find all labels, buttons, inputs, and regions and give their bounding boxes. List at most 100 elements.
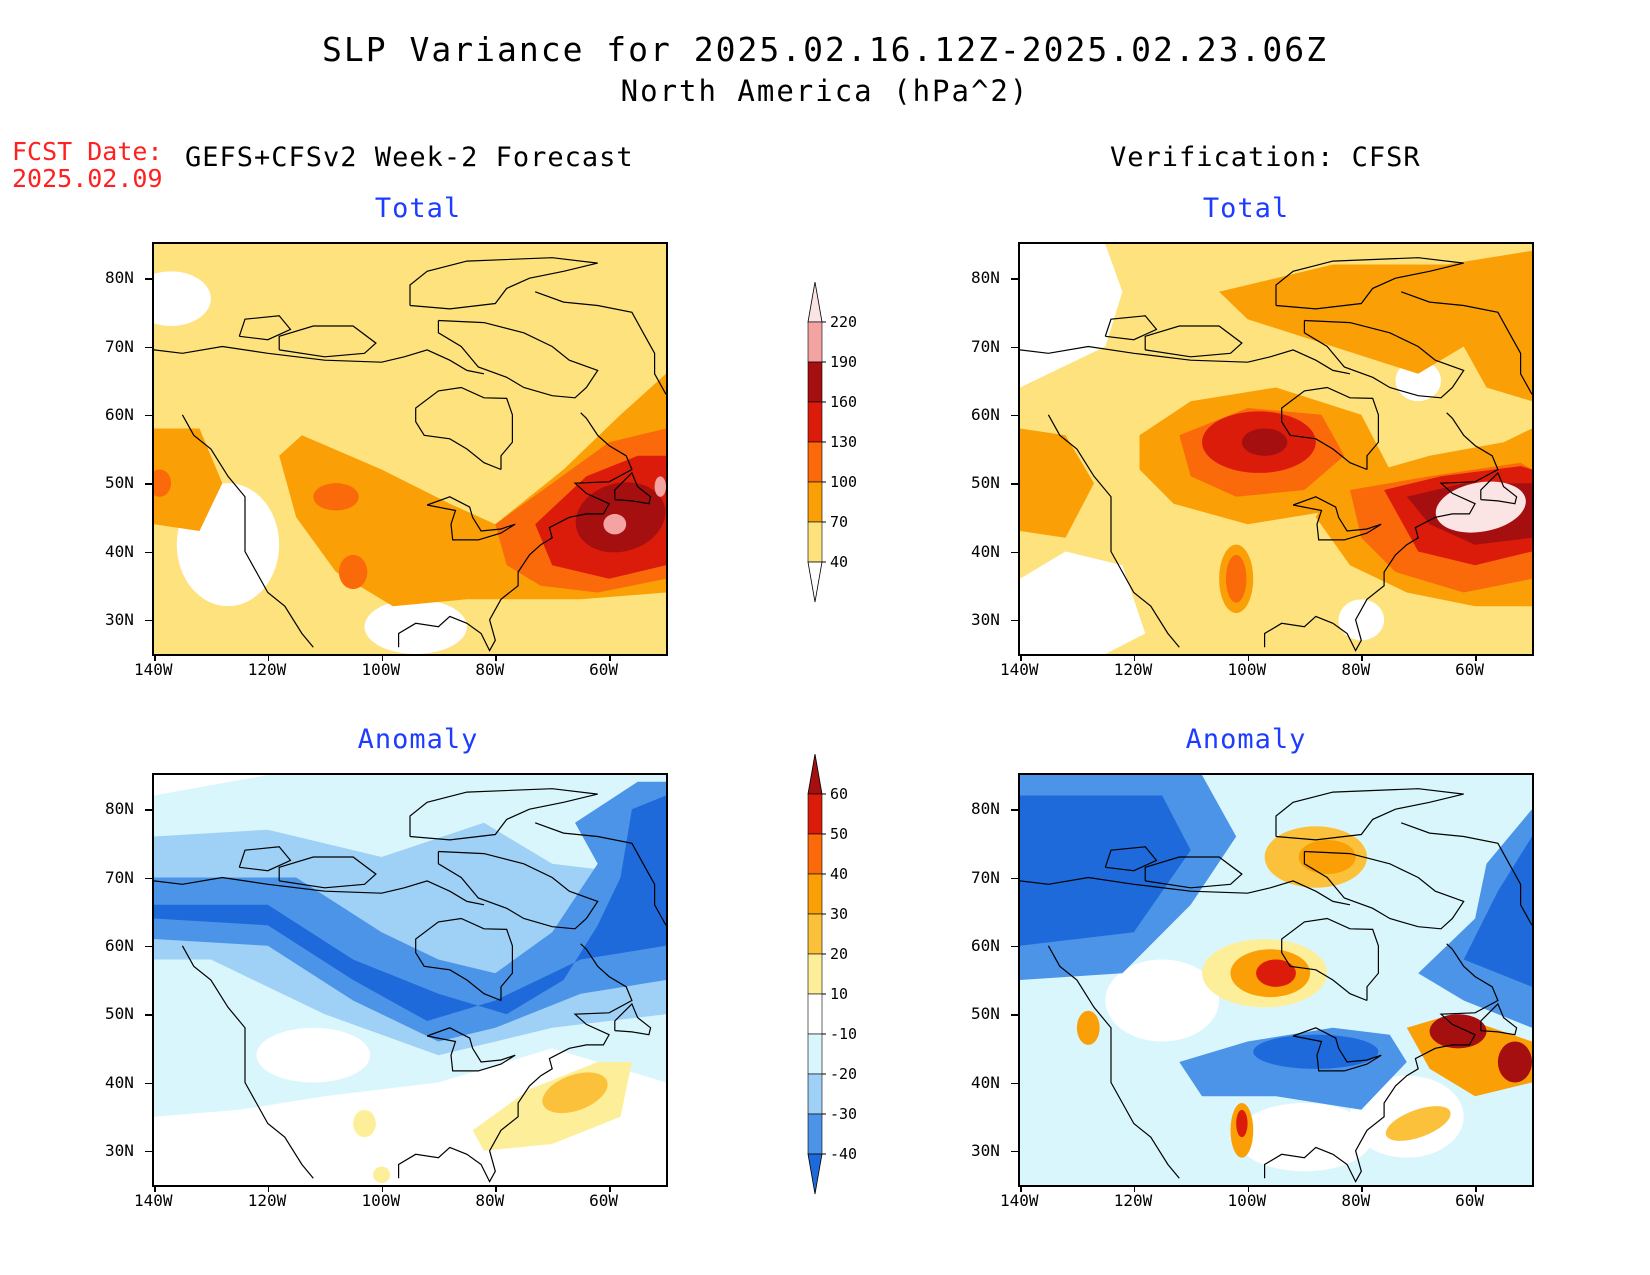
colorbar-swatch: [807, 321, 823, 363]
colorbar-label: 60: [830, 785, 848, 803]
shading-below-minus40: [154, 795, 666, 1021]
colorbar-top-arrow: [807, 282, 823, 323]
shading-below-40: [364, 599, 467, 654]
coastline-segment: [1275, 788, 1464, 841]
lon-tick-label: 80W: [1341, 660, 1371, 679]
lat-tick-label: 80N: [105, 268, 134, 288]
lon-tick-label: 120W: [1113, 1191, 1153, 1210]
coastline-segment: [181, 945, 314, 1179]
shading-above-60: [1497, 1041, 1532, 1083]
lon-tick-label: 140W: [1000, 1191, 1039, 1210]
colorbar-swatch: [807, 1113, 823, 1155]
coastline-segment: [1047, 945, 1180, 1179]
lat-tick-label: 70N: [971, 336, 1000, 356]
coastline-segment: [1144, 325, 1243, 358]
verification-anomaly-title: Anomaly: [1185, 724, 1307, 755]
coastline-segment: [614, 1002, 652, 1036]
colorbar-swatch: [807, 1033, 823, 1075]
colorbar-swatch: [807, 361, 823, 403]
lon-tick: [381, 654, 384, 661]
shading-30-40: [1298, 839, 1356, 875]
shading-100-130: [154, 469, 172, 497]
lon-tick: [1133, 1185, 1136, 1192]
colorbar-label: -40: [830, 1145, 857, 1163]
coastline-segment: [426, 496, 516, 541]
shading-70-100: [1020, 428, 1094, 538]
coastline-segment: [1264, 412, 1499, 652]
colorbar-label: 190: [830, 353, 857, 371]
colorbar-swatch: [807, 833, 823, 875]
lon-tick: [154, 654, 156, 661]
lat-tick-label: 70N: [105, 336, 134, 356]
coastline-segment: [1047, 414, 1180, 648]
coastline-segment: [1292, 1027, 1382, 1072]
lat-tick-label: 70N: [105, 867, 134, 887]
coastline-segment: [534, 291, 666, 395]
shading-above-220: [1435, 481, 1526, 533]
colorbar-label: 20: [830, 945, 848, 963]
lat-tick: [145, 1150, 152, 1153]
forecast-anomaly-map: [152, 773, 668, 1187]
shading-30-40: [1076, 1010, 1100, 1045]
lon-tick: [1475, 1185, 1477, 1192]
lat-tick-label: 30N: [105, 609, 134, 629]
lat-tick-label: 50N: [105, 1004, 134, 1024]
lon-tick: [154, 1185, 156, 1192]
lon-tick: [267, 654, 270, 661]
shading-below-40: [1020, 551, 1146, 654]
coastline-segment: [1281, 917, 1379, 1002]
colorbar-label: -10: [830, 1025, 857, 1043]
shading-190-220: [654, 476, 666, 497]
lon-tick-label: 60W: [1455, 660, 1485, 679]
lat-tick-label: 60N: [971, 935, 1000, 955]
lon-tick: [495, 654, 497, 661]
shading-above-60: [1429, 1014, 1487, 1049]
coastline-segment: [1281, 386, 1379, 471]
forecast-anomaly-title: Anomaly: [357, 724, 479, 755]
shading-70-100: [1219, 250, 1532, 402]
lon-tick-label: 60W: [589, 1191, 619, 1210]
lat-tick-label: 60N: [105, 935, 134, 955]
colorbar-label: 30: [830, 905, 848, 923]
lat-tick-label: 70N: [971, 867, 1000, 887]
forecast-date: FCST Date: 2025.02.09: [12, 138, 163, 192]
lon-tick-label: 100W: [1227, 1191, 1267, 1210]
lon-tick-label: 60W: [1455, 1191, 1485, 1210]
shading-neutral: [256, 1027, 371, 1083]
lon-tick-label: 140W: [1000, 660, 1039, 679]
shading-10-20: [373, 1166, 391, 1183]
shading-100-130: [313, 483, 359, 511]
lat-tick-label: 50N: [971, 473, 1000, 493]
colorbar-label: 220: [830, 313, 857, 331]
shading-190-220: [603, 513, 627, 535]
lat-tick-label: 40N: [105, 1072, 134, 1092]
lat-tick: [1011, 414, 1018, 417]
coastline-segment: [1400, 822, 1532, 926]
coastline-segment: [1144, 856, 1243, 889]
lat-tick-label: 80N: [971, 268, 1000, 288]
coastline-segment: [437, 319, 599, 399]
coastline-segment: [409, 257, 598, 310]
forecast-date-label: FCST Date:: [12, 137, 163, 166]
colorbar-swatch: [807, 793, 823, 835]
lon-tick-label: 80W: [1341, 1191, 1371, 1210]
colorbar-label: 100: [830, 473, 857, 491]
coastline-segment: [1275, 257, 1464, 310]
coastline-segment: [398, 412, 633, 652]
verification-total-map: [1018, 242, 1534, 656]
lat-tick-label: 30N: [971, 609, 1000, 629]
lon-tick-label: 80W: [475, 1191, 505, 1210]
anomaly-colorbar: 60 50 40 30 20 10 -10 -20 -30 -40: [807, 754, 857, 1195]
lon-tick: [267, 1185, 270, 1192]
shading-100-130: [1225, 554, 1247, 603]
shading-minus30-minus40: [154, 781, 666, 1042]
coastline-segment: [1480, 471, 1518, 505]
lat-tick: [145, 551, 152, 553]
coastline-segment: [278, 856, 377, 889]
coastline-segment: [614, 471, 652, 505]
lat-tick: [145, 945, 152, 948]
coastline-segment: [437, 850, 599, 930]
coastline-segment: [278, 325, 377, 358]
colorbar-bottom-arrow: [807, 1153, 823, 1195]
shading-50-60: [1236, 1109, 1248, 1138]
